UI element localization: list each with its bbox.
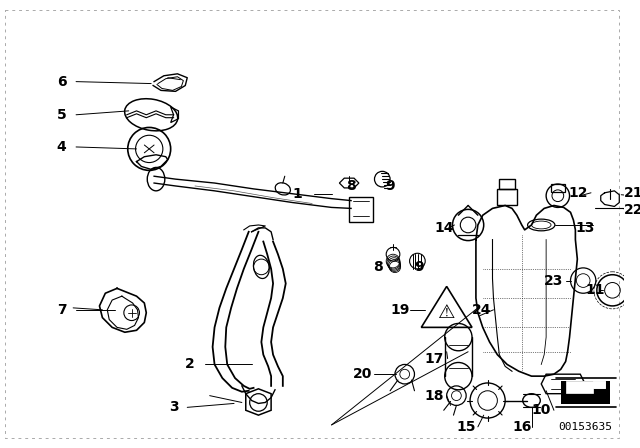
Text: 4: 4 (56, 140, 67, 154)
Text: 21: 21 (624, 186, 640, 200)
Text: 7: 7 (56, 303, 67, 317)
Text: 10: 10 (532, 403, 551, 417)
Text: 24: 24 (472, 303, 492, 317)
Text: 14: 14 (434, 221, 454, 235)
Text: 1: 1 (292, 187, 302, 201)
Text: 6: 6 (56, 75, 67, 89)
Text: 2: 2 (186, 358, 195, 371)
Text: 9: 9 (415, 260, 424, 274)
Text: 8: 8 (346, 179, 356, 193)
Text: 16: 16 (512, 420, 531, 434)
Text: 12: 12 (568, 186, 588, 200)
Text: 19: 19 (390, 303, 410, 317)
Text: 20: 20 (353, 367, 372, 381)
Text: 9: 9 (385, 179, 395, 193)
Text: ⚠: ⚠ (438, 303, 456, 322)
Text: 5: 5 (56, 108, 67, 122)
Text: 17: 17 (424, 352, 444, 366)
Bar (561, 381, 609, 405)
Text: 00153635: 00153635 (558, 422, 612, 432)
Text: 3: 3 (169, 401, 179, 414)
Text: 8: 8 (374, 260, 383, 274)
Polygon shape (566, 381, 605, 393)
Text: 13: 13 (575, 221, 595, 235)
Text: 22: 22 (624, 203, 640, 217)
Text: 18: 18 (424, 389, 444, 403)
Text: 23: 23 (544, 274, 564, 288)
Polygon shape (593, 381, 605, 388)
Text: 15: 15 (456, 420, 476, 434)
Text: 11: 11 (585, 283, 605, 297)
